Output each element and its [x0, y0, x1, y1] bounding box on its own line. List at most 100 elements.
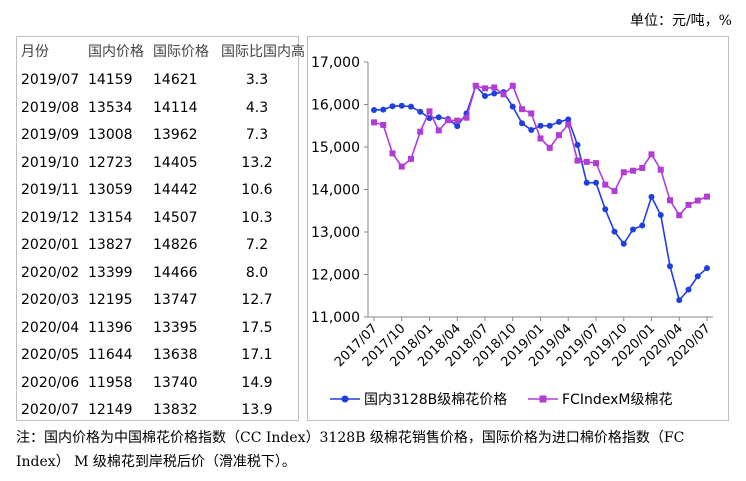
cell-international-price: 14114 [153, 99, 198, 116]
series-1-point [602, 206, 609, 213]
y-tick-label: 17,000 [311, 55, 360, 71]
series-line-1 [373, 84, 708, 302]
table-row: 2020/05 11644 13638 17.1 [17, 342, 298, 369]
series-2-point [694, 197, 701, 204]
cell-spread: 8.0 [245, 264, 269, 281]
header-spread: 国际比国内高 [221, 44, 305, 60]
cell-spread: 17.5 [241, 319, 273, 336]
y-tick-label: 12,000 [311, 268, 360, 284]
cell-spread: 12.7 [241, 292, 273, 308]
cell-domestic-price: 11644 [88, 347, 133, 363]
series-1-point [519, 120, 525, 127]
series-1-point [435, 114, 442, 121]
series-2-point [509, 82, 516, 89]
header-domestic-price: 国内价格 [88, 44, 144, 60]
table-row: 2019/11 13059 14442 10.6 [17, 177, 298, 204]
cell-month: 2019/11 [21, 182, 80, 198]
series-1-point [408, 103, 414, 110]
table-row: 2019/08 13534 14114 4.3 [17, 95, 298, 122]
series-1-point [574, 141, 581, 148]
series-2-point [537, 135, 544, 142]
cell-spread: 17.1 [241, 347, 273, 363]
series-1-point [537, 122, 544, 129]
series-1-point [657, 212, 664, 219]
cell-domestic-price: 12149 [88, 402, 133, 418]
cell-domestic-price: 13059 [88, 182, 133, 198]
series-2-point [435, 127, 442, 134]
legend-label-2: FCIndexM级棉花 [562, 391, 672, 408]
cell-international-price: 14826 [153, 237, 198, 253]
cell-month: 2019/08 [21, 99, 80, 116]
series-2-point [620, 169, 627, 176]
series-1-point [482, 93, 488, 99]
table-row: 2020/07 12149 13832 13.9 [17, 397, 298, 424]
cell-month: 2020/01 [21, 237, 80, 253]
table-header-row: 月份 国内价格 国际价格 国际比国内高 [17, 39, 305, 66]
series-1-point [546, 122, 553, 129]
cell-month: 2020/04 [21, 319, 80, 336]
series-2-point [685, 201, 692, 208]
series-1-point [426, 115, 433, 122]
cell-spread: 10.3 [241, 209, 273, 226]
series-line-2 [373, 84, 708, 217]
series-2-point [611, 188, 618, 195]
cell-international-price: 14621 [153, 72, 198, 88]
series-2-point [630, 167, 636, 174]
table-row: 2019/10 12723 14405 13.2 [17, 150, 298, 177]
table-row: 2019/12 13154 14507 10.3 [17, 205, 298, 232]
series-1-point [556, 118, 562, 125]
series-2-point [565, 121, 572, 128]
table-row: 2020/01 13827 14826 7.2 [17, 232, 298, 259]
cell-spread: 13.9 [241, 402, 273, 418]
series-2-point [500, 91, 507, 98]
cell-international-price: 14405 [153, 154, 198, 171]
series-2-point [371, 119, 377, 126]
cell-month: 2019/12 [21, 209, 80, 226]
line-chart-svg: 11,000 12,000 13,000 14,000 15,000 16,000 17,0… [311, 55, 714, 408]
cell-month: 2020/02 [21, 264, 80, 281]
series-1-point [491, 90, 498, 97]
series-2-point [472, 82, 479, 89]
series-2-point [676, 212, 683, 219]
series-1-point [417, 108, 424, 115]
cell-international-price: 14442 [153, 182, 198, 198]
cell-domestic-price: 14159 [88, 72, 133, 88]
series-1-point [648, 193, 655, 200]
cell-domestic-price: 13534 [88, 99, 133, 116]
header-international-price: 国际价格 [153, 44, 209, 60]
series-2-point [408, 155, 414, 162]
header-month: 月份 [21, 44, 49, 60]
table-row: 2020/04 11396 13395 17.5 [17, 315, 298, 342]
cell-international-price: 13395 [153, 319, 198, 336]
table-row: 2020/02 13399 14466 8.0 [17, 260, 298, 287]
cell-domestic-price: 13008 [88, 127, 133, 143]
cell-spread: 10.6 [241, 182, 273, 198]
series-1-point [704, 265, 710, 272]
y-tick-label: 16,000 [311, 98, 360, 114]
series-2-point [482, 85, 488, 92]
series-1-point [667, 263, 673, 270]
cell-month: 2020/03 [21, 292, 80, 308]
series-2-point [528, 110, 535, 117]
series-2-point [639, 164, 646, 171]
series-1-point [528, 127, 535, 133]
series-1-point [620, 240, 627, 247]
series-1-point [509, 103, 516, 110]
series-1-point [398, 102, 405, 109]
price-chart: 11,000 12,000 13,000 14,000 15,000 16,000 17,0… [307, 36, 729, 421]
cell-spread: 13.2 [241, 154, 273, 171]
cell-domestic-price: 11396 [88, 319, 133, 336]
y-tick-label: 11,000 [311, 310, 360, 326]
cell-month: 2019/07 [21, 72, 80, 88]
series-2-point [583, 158, 590, 165]
series-2-point [648, 151, 655, 158]
series-1-point [371, 107, 377, 114]
series-2-point [463, 114, 470, 121]
cell-spread: 7.3 [245, 127, 269, 143]
cell-month: 2019/09 [21, 127, 80, 143]
series-2-point [593, 160, 599, 167]
series-2-point [389, 150, 396, 157]
series-2-point [380, 121, 387, 128]
table-row: 2019/09 13008 13962 7.3 [17, 122, 298, 149]
table-row: 2020/06 11958 13740 14.9 [17, 370, 298, 397]
